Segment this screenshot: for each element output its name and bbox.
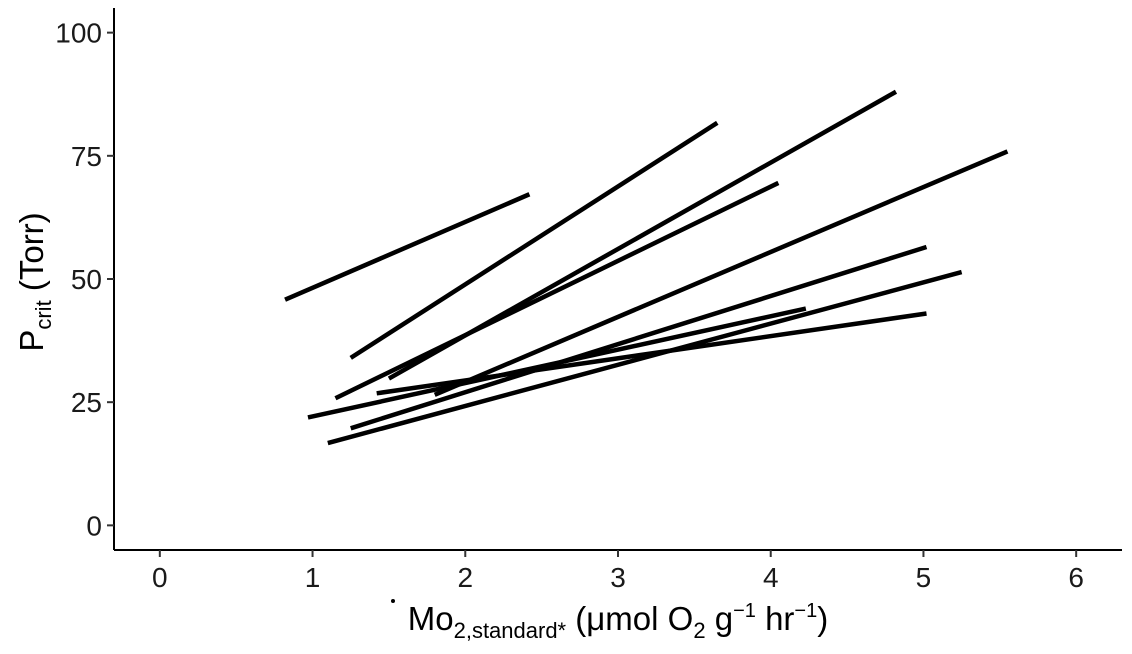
x-axis-ticks: 0 1 2 3 4 5 6 [152, 550, 1084, 593]
regression-line [307, 306, 807, 420]
regression-line [284, 192, 531, 302]
regression-line [433, 149, 1009, 397]
x-axis-title-unit-close: ) [817, 600, 828, 637]
x-axis-title-rate-dot [391, 599, 395, 603]
regression-line [349, 120, 719, 360]
regression-line [387, 89, 898, 381]
regression-line [376, 311, 927, 396]
y-axis-title-sub: crit [31, 300, 56, 329]
y-tick-label: 25 [71, 387, 102, 418]
x-tick-label: 5 [916, 562, 932, 593]
x-tick-label: 4 [763, 562, 779, 593]
x-tick-label: 2 [457, 562, 473, 593]
x-axis-title-unit-g: g [706, 600, 734, 637]
regression-line [350, 244, 928, 431]
x-tick-label: 3 [610, 562, 626, 593]
y-tick-label: 0 [86, 510, 102, 541]
regression-line [334, 180, 780, 401]
x-axis-title: Mo2,standard* (μmol O2 g−1 hr−1) [408, 600, 828, 643]
x-tick-label: 6 [1068, 562, 1084, 593]
y-tick-label: 75 [71, 141, 102, 172]
x-axis-title-g-exp: −1 [733, 600, 756, 622]
y-axis-title-unit: (Torr) [13, 212, 50, 300]
x-tick-label: 1 [305, 562, 321, 593]
x-axis-title-sub: 2,standard* [454, 618, 567, 643]
x-axis-title-unit-open: (μmol O [566, 600, 693, 637]
y-axis-title: Pcrit (Torr) [13, 212, 56, 351]
x-axis-title-o2-sub: 2 [693, 618, 705, 643]
y-tick-label: 100 [55, 18, 102, 49]
x-axis-title-base: Mo [408, 600, 454, 637]
plot-lines [284, 89, 1009, 446]
regression-line [327, 269, 963, 446]
x-axis-title-hr-exp: −1 [794, 600, 817, 622]
y-axis-title-base: P [13, 330, 50, 352]
x-axis-title-unit-hr: hr [756, 600, 795, 637]
y-axis-ticks: 0 25 50 75 100 [55, 18, 114, 541]
y-tick-label: 50 [71, 264, 102, 295]
x-tick-label: 0 [152, 562, 168, 593]
